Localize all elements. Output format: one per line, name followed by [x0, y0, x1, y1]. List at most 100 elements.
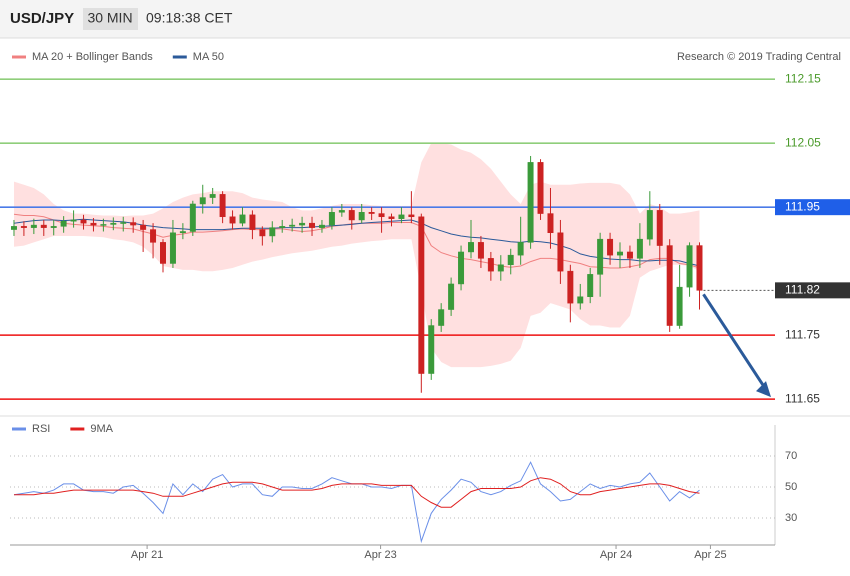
candle-body [358, 212, 365, 221]
candle-body [150, 229, 157, 243]
candle-body [110, 222, 117, 225]
y-tick-label: 30 [785, 512, 797, 524]
x-tick-label: Apr 23 [364, 549, 396, 561]
candle-body [90, 222, 97, 226]
candle-body [378, 213, 385, 218]
level-label: 111.65 [785, 391, 820, 405]
candle-body [289, 224, 296, 227]
candle-body [438, 309, 445, 326]
candle-body [636, 238, 643, 259]
candle-body [309, 222, 316, 228]
candle-body [507, 254, 514, 266]
candle-body [607, 238, 614, 256]
candle-body [448, 283, 455, 310]
timestamp: 09:18:38 CET [146, 10, 233, 26]
level-label: 111.82 [785, 283, 820, 297]
candle-body [626, 251, 633, 259]
candle-body [418, 216, 425, 374]
header-bar [0, 0, 850, 38]
level-label-box [775, 199, 850, 216]
candle-body [597, 238, 604, 275]
rsi-line [13, 461, 700, 544]
candle-body [617, 251, 623, 256]
candle-body [567, 270, 574, 304]
candle-body [160, 242, 166, 264]
ma-line [13, 218, 700, 267]
candle-body [477, 242, 484, 259]
candle-body [209, 194, 216, 198]
candle-body [30, 224, 37, 228]
candle-body [130, 222, 137, 226]
candle-body [656, 210, 663, 246]
y-tick-label: 70 [785, 450, 797, 462]
credit: Research © 2019 Trading Central [677, 51, 841, 63]
candle-body [368, 212, 375, 214]
y-tick-label: 50 [785, 481, 797, 493]
candle-body [537, 162, 544, 214]
candle-body [199, 197, 206, 205]
candle-body [328, 212, 335, 226]
candle-body [299, 222, 306, 226]
candle-body [10, 226, 17, 230]
candle-body [547, 213, 554, 234]
timeframe-box [83, 8, 138, 30]
candle-body [239, 214, 246, 224]
level-label: 112.05 [785, 135, 821, 149]
candle-body [219, 194, 226, 218]
candle-body [527, 162, 534, 243]
chart-title: USD/JPY [10, 10, 74, 27]
legend-label: 9MA [90, 423, 113, 435]
candle-body [249, 214, 256, 230]
bollinger-band [14, 143, 700, 368]
candle-body [577, 296, 584, 304]
candle-body [676, 286, 683, 326]
candle-body [338, 210, 345, 213]
candle-body [80, 219, 87, 224]
candle-body [120, 222, 127, 224]
candle-body [269, 227, 276, 237]
candle-body [696, 245, 703, 291]
level-label: 111.95 [785, 199, 820, 213]
candle-body [20, 226, 27, 228]
candle-body [279, 226, 286, 228]
candle-body [229, 216, 236, 224]
level-label: 112.15 [785, 71, 821, 85]
candle-body [686, 245, 693, 288]
forecast-arrow [702, 293, 767, 389]
candle-body [60, 220, 67, 227]
candle-body [487, 258, 494, 272]
candle-body [428, 325, 435, 374]
candle-body [388, 216, 395, 219]
rsi-line [14, 477, 700, 508]
candle-body [587, 274, 594, 297]
candle-body [646, 210, 653, 240]
candle-body [666, 245, 673, 326]
candle-body [468, 242, 474, 253]
candle-body [179, 231, 186, 234]
candle-body [50, 226, 57, 228]
legend-label: MA 20 + Bollinger Bands [32, 51, 153, 63]
candle-body [259, 229, 266, 237]
candle-body [318, 224, 325, 228]
candle-body [40, 224, 47, 228]
candle-body [458, 251, 465, 285]
x-tick-label: Apr 25 [694, 549, 726, 561]
candle-body [557, 232, 564, 272]
level-label: 111.75 [785, 327, 820, 341]
x-tick-label: Apr 24 [600, 549, 632, 561]
forecast-arrowhead [756, 381, 771, 398]
legend-label: RSI [32, 423, 50, 435]
candle-body [517, 242, 524, 256]
candle-body [169, 232, 176, 264]
candle-body [70, 219, 77, 222]
candle-body [408, 214, 415, 218]
timeframe: 30 MIN [87, 10, 132, 26]
candle-body [348, 210, 355, 221]
candle-body [497, 264, 504, 272]
level-label-box [775, 282, 850, 299]
candle-body [100, 224, 107, 226]
x-tick-label: Apr 21 [131, 549, 163, 561]
legend-label: MA 50 [193, 51, 224, 63]
